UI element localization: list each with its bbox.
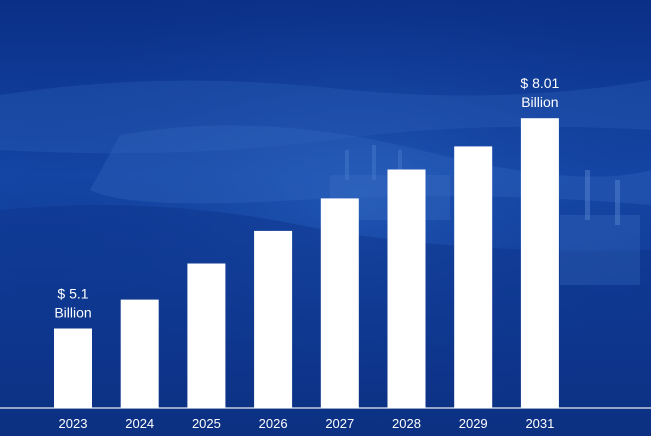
x-tick-label-2027: 2027 [325,416,354,431]
bar-2023 [54,328,92,408]
data-label-value-2023: $ 5.1 [57,286,88,302]
x-tick-label-2023: 2023 [59,416,88,431]
data-label-unit-2023: Billion [54,305,91,321]
data-label-value-2031: $ 8.01 [520,75,559,91]
data-labels: $ 5.1 Billion $ 8.01 Billion [54,75,559,320]
x-tick-label-2024: 2024 [125,416,154,431]
data-label-unit-2031: Billion [521,94,558,110]
bar-2026 [254,230,293,408]
x-tick-label-2028: 2028 [392,416,421,431]
bar-2028 [387,169,426,408]
bar-2025 [187,263,226,408]
bar-2024 [120,299,159,408]
x-tick-label-2026: 2026 [259,416,288,431]
x-tick-label-2029: 2029 [459,416,488,431]
x-axis-ticks: 2023 2024 2025 2026 2027 2028 2029 2031 [59,416,555,431]
x-tick-label-2025: 2025 [192,416,221,431]
x-tick-label-2031: 2031 [525,416,554,431]
bars [54,118,559,408]
bar-2029 [454,146,493,408]
bar-2027 [320,198,359,408]
bar-2031 [520,118,559,408]
